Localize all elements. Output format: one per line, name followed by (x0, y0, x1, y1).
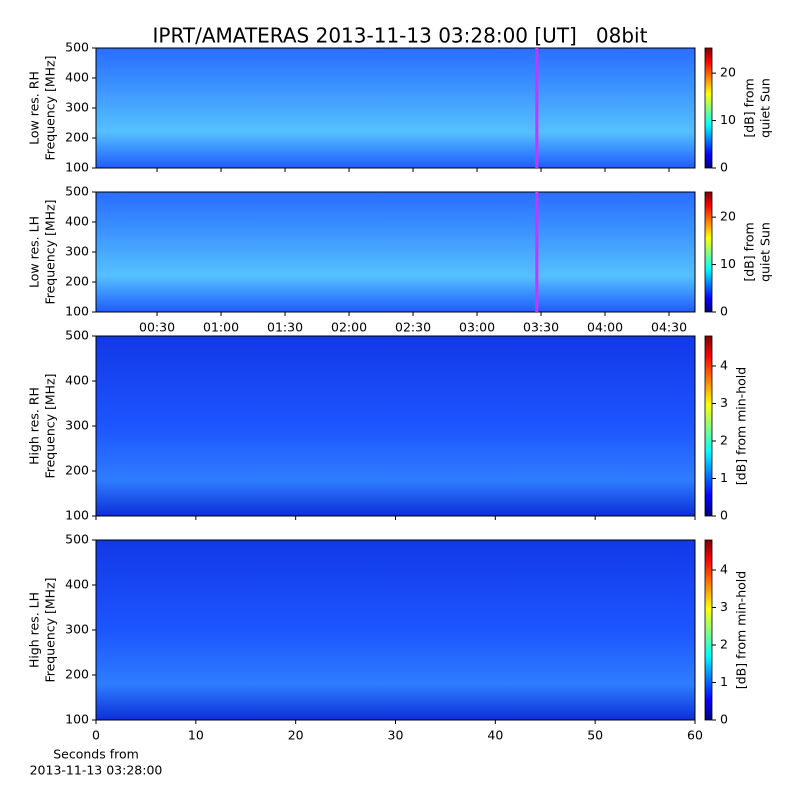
y-tick-label: 500 (65, 40, 89, 55)
y-tick-label: 500 (65, 184, 89, 199)
x-tick-label: 04:00 (587, 320, 623, 335)
colorbar-label: quiet Sun (758, 78, 773, 138)
colorbar-label: [dB] from min-hold (734, 367, 749, 485)
colorbar-tick-label: 2 (720, 433, 728, 448)
x-axis-label: 2013-11-13 03:28:00 (30, 763, 163, 778)
y-axis-label: Low res. RH (27, 71, 42, 145)
y-tick-label: 300 (65, 418, 89, 433)
y-axis-label: Frequency [MHz] (43, 199, 58, 304)
colorbar-tick-label: 2 (720, 637, 728, 652)
y-tick-label: 500 (65, 532, 89, 547)
x-tick-label: 01:00 (203, 320, 239, 335)
y-tick-label: 400 (65, 70, 89, 85)
y-tick-label: 400 (65, 214, 89, 229)
y-tick-label: 400 (65, 577, 89, 592)
x-tick-label: 50 (587, 728, 603, 743)
y-tick-label: 100 (65, 508, 89, 523)
x-tick-label: 60 (687, 728, 703, 743)
colorbar-tick-label: 4 (720, 562, 728, 577)
colorbar (704, 47, 713, 169)
x-tick-label: 20 (288, 728, 304, 743)
spectrogram-image (96, 336, 695, 516)
x-tick-label: 02:00 (331, 320, 367, 335)
y-tick-label: 200 (65, 463, 89, 478)
colorbar-label: quiet Sun (758, 222, 773, 282)
colorbar-tick-label: 10 (720, 112, 736, 127)
y-axis-label: High res. RH (27, 387, 42, 465)
x-tick-label: 0 (92, 728, 100, 743)
y-axis-label: Frequency [MHz] (43, 55, 58, 160)
colorbar-tick-label: 3 (720, 395, 728, 410)
x-tick-label: 00:30 (139, 320, 175, 335)
y-axis-label: Low res. LH (27, 216, 42, 288)
y-axis-label: Frequency [MHz] (43, 373, 58, 478)
colorbar-tick-label: 0 (720, 712, 728, 727)
y-tick-label: 400 (65, 373, 89, 388)
y-tick-label: 200 (65, 274, 89, 289)
x-tick-label: 02:30 (395, 320, 431, 335)
y-tick-label: 100 (65, 160, 89, 175)
colorbar-tick-label: 0 (720, 160, 728, 175)
x-axis-label: Seconds from (53, 747, 139, 762)
y-axis-label: High res. LH (27, 592, 42, 668)
y-axis-label: Frequency [MHz] (43, 577, 58, 682)
colorbar-tick-label: 1 (720, 470, 728, 485)
colorbar-label: [dB] from (742, 78, 757, 137)
x-tick-label: 10 (188, 728, 204, 743)
y-tick-label: 200 (65, 130, 89, 145)
x-tick-label: 40 (487, 728, 503, 743)
y-tick-label: 300 (65, 622, 89, 637)
colorbar-tick-label: 3 (720, 599, 728, 614)
colorbar-tick-label: 20 (720, 65, 736, 80)
colorbar-tick-label: 4 (720, 358, 728, 373)
colorbar (704, 191, 713, 313)
spectrogram-image (96, 540, 695, 720)
x-tick-label: 03:00 (459, 320, 495, 335)
y-tick-label: 500 (65, 328, 89, 343)
x-tick-label: 01:30 (267, 320, 303, 335)
y-tick-label: 100 (65, 304, 89, 319)
x-tick-label: 04:30 (651, 320, 687, 335)
colorbar (704, 335, 713, 517)
colorbar-tick-label: 10 (720, 256, 736, 271)
spectrogram-image (96, 192, 695, 312)
colorbar-label: [dB] from min-hold (734, 571, 749, 689)
y-tick-label: 300 (65, 244, 89, 259)
x-tick-label: 03:30 (523, 320, 559, 335)
figure-title: IPRT/AMATERAS 2013-11-13 03:28:00 [UT] 0… (153, 24, 648, 48)
y-tick-label: 300 (65, 100, 89, 115)
colorbar-label: [dB] from (742, 222, 757, 281)
y-tick-label: 200 (65, 667, 89, 682)
spectrogram-image (96, 48, 695, 168)
colorbar-tick-label: 0 (720, 304, 728, 319)
colorbar-tick-label: 20 (720, 209, 736, 224)
colorbar (704, 539, 713, 721)
colorbar-tick-label: 0 (720, 508, 728, 523)
y-tick-label: 100 (65, 712, 89, 727)
x-tick-label: 30 (388, 728, 404, 743)
colorbar-tick-label: 1 (720, 674, 728, 689)
